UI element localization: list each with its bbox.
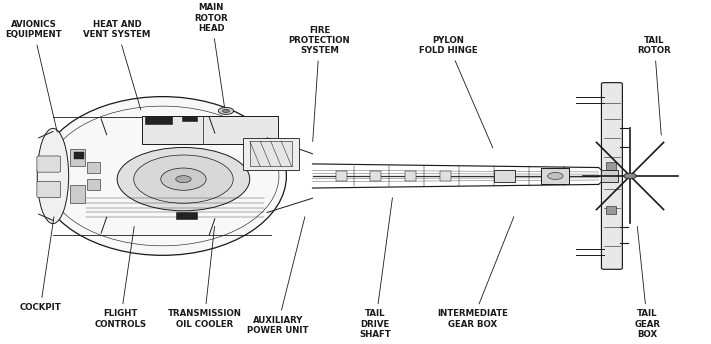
FancyBboxPatch shape	[182, 116, 198, 121]
FancyBboxPatch shape	[494, 170, 515, 182]
Text: TAIL
DRIVE
SHAFT: TAIL DRIVE SHAFT	[360, 198, 392, 339]
Text: TAIL
GEAR
BOX: TAIL GEAR BOX	[634, 226, 661, 339]
FancyBboxPatch shape	[242, 138, 299, 170]
FancyBboxPatch shape	[70, 185, 85, 203]
FancyBboxPatch shape	[87, 162, 100, 173]
FancyBboxPatch shape	[70, 149, 85, 166]
Text: FLIGHT
CONTROLS: FLIGHT CONTROLS	[95, 226, 146, 329]
Ellipse shape	[161, 168, 206, 190]
Text: HEAT AND
VENT SYSTEM: HEAT AND VENT SYSTEM	[83, 20, 151, 110]
FancyBboxPatch shape	[542, 168, 570, 184]
Ellipse shape	[176, 176, 191, 183]
Text: AVIONICS
EQUIPMENT: AVIONICS EQUIPMENT	[5, 20, 62, 132]
Text: INTERMEDIATE
GEAR BOX: INTERMEDIATE GEAR BOX	[437, 217, 514, 329]
Ellipse shape	[117, 148, 250, 211]
FancyBboxPatch shape	[336, 171, 348, 181]
Ellipse shape	[38, 97, 287, 255]
Ellipse shape	[223, 109, 230, 112]
FancyBboxPatch shape	[606, 162, 616, 170]
Ellipse shape	[134, 155, 233, 203]
FancyBboxPatch shape	[439, 171, 451, 181]
Text: PYLON
FOLD HINGE: PYLON FOLD HINGE	[419, 36, 493, 148]
FancyBboxPatch shape	[87, 179, 100, 190]
FancyBboxPatch shape	[37, 181, 60, 197]
FancyBboxPatch shape	[145, 116, 171, 123]
Text: TRANSMISSION
OIL COOLER: TRANSMISSION OIL COOLER	[168, 226, 241, 329]
Ellipse shape	[547, 172, 563, 180]
FancyBboxPatch shape	[370, 171, 381, 181]
FancyBboxPatch shape	[602, 83, 622, 269]
Text: MAIN
ROTOR
HEAD: MAIN ROTOR HEAD	[195, 3, 228, 110]
Ellipse shape	[37, 128, 69, 224]
FancyBboxPatch shape	[176, 212, 198, 219]
Text: TAIL
ROTOR: TAIL ROTOR	[638, 36, 671, 135]
FancyBboxPatch shape	[141, 116, 278, 144]
FancyBboxPatch shape	[405, 171, 416, 181]
FancyBboxPatch shape	[601, 170, 618, 182]
Ellipse shape	[624, 173, 636, 179]
FancyBboxPatch shape	[37, 156, 60, 172]
Text: COCKPIT: COCKPIT	[19, 217, 61, 312]
Ellipse shape	[218, 107, 234, 115]
FancyBboxPatch shape	[250, 141, 292, 166]
Text: AUXILIARY
POWER UNIT: AUXILIARY POWER UNIT	[247, 217, 309, 335]
FancyBboxPatch shape	[606, 206, 616, 214]
FancyBboxPatch shape	[74, 152, 85, 159]
Text: FIRE
PROTECTION
SYSTEM: FIRE PROTECTION SYSTEM	[289, 25, 351, 141]
